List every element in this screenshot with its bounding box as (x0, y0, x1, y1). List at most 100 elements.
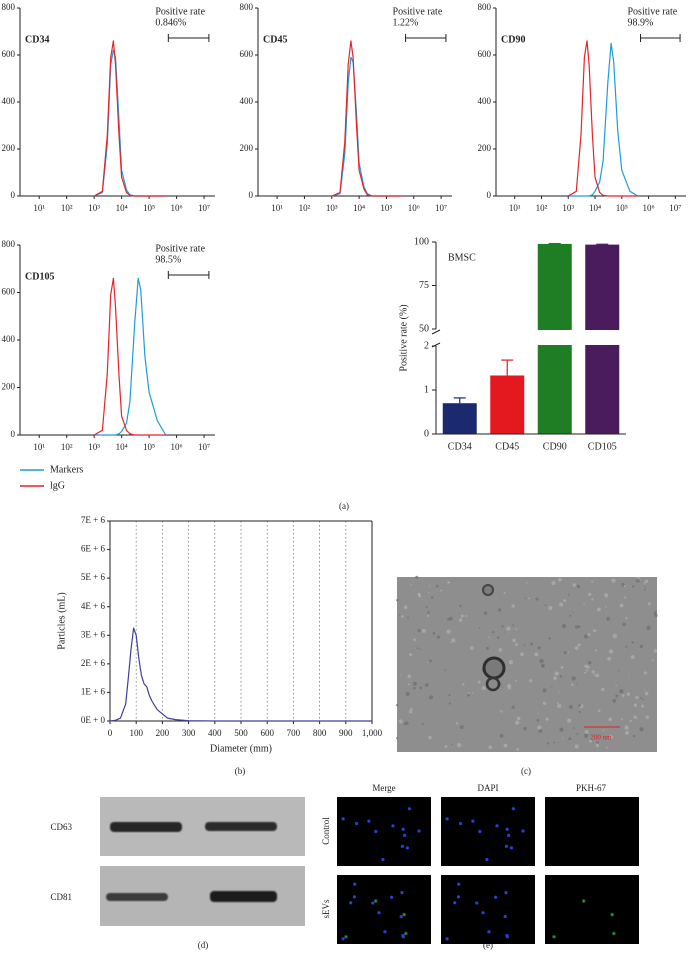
tem-speck (503, 592, 506, 594)
tem-speck (469, 646, 474, 650)
tem-speck (412, 681, 417, 686)
tem-speck (484, 611, 488, 615)
y-tick-label: 0 (249, 190, 254, 200)
nucleus (405, 846, 410, 850)
y-tick-label: 100 (414, 236, 429, 247)
tem-speck (515, 679, 517, 682)
tem-speck (563, 650, 567, 654)
tem-speck (450, 641, 452, 644)
nucleus (478, 829, 482, 834)
tem-speck (421, 723, 424, 726)
tem-speck (612, 699, 617, 703)
tem-speck (567, 718, 572, 723)
tem-speck (576, 733, 579, 736)
tem-speck (630, 655, 635, 660)
nucleus (349, 901, 353, 905)
y-tick-label: 400 (2, 96, 16, 106)
x-tick-label: CD45 (495, 441, 519, 452)
tem-speck (416, 647, 419, 650)
x-tick-label: 10⁵ (143, 442, 155, 452)
nucleus (505, 933, 509, 938)
tem-speck (584, 671, 587, 674)
tem-speck (558, 691, 560, 693)
series-line (93, 49, 166, 197)
tem-speck (498, 648, 503, 652)
tem-speck (559, 602, 564, 607)
legend-label: Markers (50, 464, 83, 475)
tem-speck (567, 593, 570, 596)
tem-speck (542, 701, 547, 705)
x-tick-label: 10⁵ (380, 203, 392, 213)
tem-speck (537, 646, 541, 650)
y-tick-label: 200 (240, 143, 254, 153)
tem-speck (626, 692, 631, 696)
tem-speck (587, 592, 592, 596)
blot-label: CD63 (50, 822, 72, 832)
fluorescence-panel (545, 797, 639, 866)
fluorescence-images (337, 797, 639, 944)
tem-speck (435, 584, 439, 588)
x-tick-label: 10⁴ (353, 203, 365, 213)
fluorescence-panel (337, 797, 431, 866)
x-tick-label: 10² (536, 203, 548, 213)
nucleus (353, 882, 357, 886)
tem-speck (563, 599, 567, 603)
tem-speck (403, 605, 408, 610)
vesicle (482, 656, 506, 680)
nucleus (487, 930, 491, 934)
tem-speck (448, 581, 451, 584)
nucleus (481, 911, 485, 915)
nucleus (383, 930, 387, 934)
tem-speck (567, 651, 570, 653)
y-tick-label: 600 (240, 49, 254, 59)
nucleus (352, 895, 356, 899)
tem-speck (544, 604, 547, 607)
tem-speck (444, 668, 446, 671)
y-tick-label: 50 (419, 323, 429, 334)
tem-speck (545, 717, 549, 721)
x-tick-label: 10² (61, 442, 73, 452)
tem-speck (481, 685, 486, 690)
axis-break (431, 329, 441, 335)
y-tick-label: 0 (11, 190, 16, 200)
tem-speck (643, 582, 646, 585)
tem-speck (500, 710, 503, 713)
x-tick-label: 10⁶ (171, 442, 183, 452)
x-tick-label: 10⁷ (198, 203, 210, 213)
tem-speck (643, 671, 647, 675)
tem-speck (530, 642, 533, 646)
tem-speck (574, 646, 579, 651)
tem-speck (551, 686, 553, 688)
nucleus (399, 914, 403, 919)
tem-speck (644, 586, 646, 588)
x-tick-label: 10⁵ (143, 203, 155, 213)
tem-speck (625, 645, 628, 648)
sev-signal (612, 932, 616, 935)
tem-speck (398, 614, 401, 616)
tem-speck (574, 744, 579, 749)
tem-speck (523, 727, 527, 731)
y-tick-label: 3E + 6 (81, 629, 106, 639)
y-tick-label: 600 (478, 49, 492, 59)
y-tick-label: 800 (478, 2, 492, 12)
tem-speck (577, 625, 581, 628)
tem-speck (507, 683, 512, 689)
tem-speck (594, 649, 597, 652)
gate-label: Positive rate (155, 243, 205, 254)
tem-speck (642, 698, 645, 701)
tem-speck (447, 618, 450, 621)
nucleus (341, 817, 345, 821)
tem-speck (612, 633, 618, 639)
tem-speck (408, 709, 413, 714)
nucleus (504, 890, 508, 895)
tem-speck (525, 581, 528, 584)
tem-speck (424, 683, 429, 687)
tem-speck (520, 652, 524, 657)
tem-speck (451, 743, 453, 746)
sev-signal (374, 899, 378, 903)
y-tick-label: 800 (240, 2, 254, 12)
tem-speck (639, 644, 644, 649)
x-tick-label: 900 (339, 728, 353, 738)
tem-speck (415, 575, 419, 579)
nucleus (401, 827, 405, 831)
